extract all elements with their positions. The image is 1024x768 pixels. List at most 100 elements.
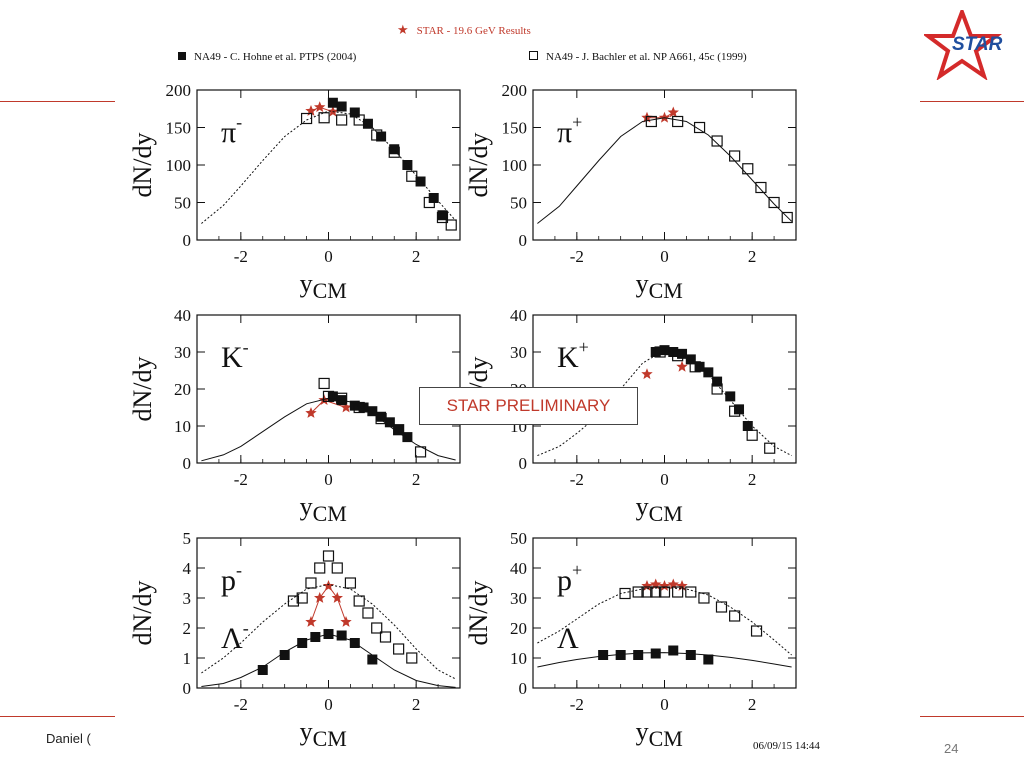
star-point	[331, 592, 343, 603]
particle-label: K-	[221, 337, 249, 374]
star-results-label: STAR - 19.6 GeV Results	[416, 25, 531, 37]
filled-square-point	[633, 650, 644, 660]
open-square-point	[729, 405, 741, 417]
open-square-point	[750, 625, 763, 637]
filled-square-point	[257, 665, 268, 675]
fit-curve-solid	[201, 633, 456, 688]
filled-square-point	[367, 406, 378, 417]
filled-square-icon	[178, 52, 186, 60]
legend-filled-label: NA49 - C. Hohne et al. PTPS (2004)	[194, 51, 357, 63]
open-square-point	[672, 586, 684, 598]
open-square-point	[393, 643, 405, 655]
y-tick-label: 20	[510, 619, 527, 638]
open-square-point	[693, 121, 706, 134]
open-square-point	[654, 346, 666, 358]
filled-square-point	[393, 424, 404, 435]
x-tick-label: -2	[234, 247, 248, 266]
fit-curve-solid	[201, 397, 456, 462]
y-tick-label: 10	[174, 417, 191, 436]
y-tick-label: 30	[510, 343, 527, 362]
open-square-point	[406, 170, 418, 182]
open-square-point	[755, 181, 767, 194]
y-axis-label: dN/dy	[128, 133, 157, 198]
y-tick-label: 4	[183, 559, 192, 578]
star-connector	[310, 585, 347, 623]
x-axis-label: yCM	[300, 492, 347, 526]
filled-square-point	[402, 160, 413, 170]
particle-label: π-	[221, 112, 242, 149]
star-logo-icon	[924, 10, 1002, 80]
top-divider-right	[920, 101, 1024, 102]
page-number: 24	[944, 741, 959, 756]
filled-square-point	[336, 101, 347, 112]
preliminary-box: STAR PRELIMINARY	[419, 387, 638, 425]
star-point	[641, 580, 653, 591]
open-square-icon	[529, 51, 538, 60]
open-square-point	[715, 601, 728, 613]
open-square-point	[353, 595, 365, 607]
star-point	[340, 401, 352, 413]
fit-curve-solid	[537, 652, 792, 668]
fit-curve-dotted	[537, 586, 792, 656]
open-square-point	[781, 211, 793, 224]
open-square-point	[296, 592, 308, 604]
y-tick-label: 0	[519, 454, 528, 473]
x-axis-label: yCM	[300, 717, 347, 751]
open-square-point	[685, 586, 697, 598]
open-square-point	[746, 429, 758, 441]
filled-square-point	[659, 345, 670, 356]
filled-square-point	[336, 630, 347, 641]
filled-square-point	[389, 144, 400, 155]
y-tick-label: 100	[166, 156, 192, 175]
open-square-point	[729, 150, 741, 162]
y-tick-label: 0	[519, 231, 528, 250]
open-square-point	[650, 586, 662, 598]
star-point	[676, 360, 688, 372]
x-tick-label: -2	[570, 695, 584, 714]
panel-1: -2 0 2 0 50 100 150 200 yCM dN/dy π-	[128, 81, 461, 303]
star-point	[305, 616, 317, 627]
x-axis-label: yCM	[636, 492, 683, 526]
fit-curve-dotted	[201, 583, 456, 680]
open-square-point	[406, 652, 418, 664]
particle-label: K+	[557, 337, 589, 374]
open-square-point	[388, 146, 400, 158]
filled-square-point	[279, 650, 290, 660]
particle-label: π+	[557, 112, 582, 149]
open-square-point	[318, 112, 330, 124]
x-tick-label: 2	[748, 247, 757, 266]
y-tick-label: 40	[510, 306, 527, 325]
x-tick-label: -2	[570, 470, 584, 489]
author-name: Daniel (	[46, 731, 91, 746]
open-square-point	[300, 112, 313, 125]
panel-5: -2 0 2 0 1 2 3 4 5 yCM dN/dy p- Λ-	[128, 529, 461, 751]
filled-square-point	[376, 411, 387, 422]
y-tick-label: 0	[183, 231, 192, 250]
star-point	[305, 407, 317, 418]
filled-square-point	[402, 432, 413, 443]
legend-filled-entry: NA49 - C. Hohne et al. PTPS (2004)	[178, 51, 356, 63]
y-tick-label: 20	[174, 380, 191, 399]
y-tick-label: 1	[183, 649, 192, 668]
x-tick-label: 2	[412, 247, 421, 266]
y-tick-label: 0	[183, 679, 192, 698]
fit-curve-dotted	[201, 110, 456, 224]
open-square-point	[698, 592, 710, 604]
fit-curve-dotted	[537, 349, 792, 457]
open-square-point	[353, 114, 365, 126]
open-square-point	[314, 562, 326, 574]
open-square-point	[645, 115, 657, 128]
y-tick-label: 100	[502, 156, 528, 175]
open-square-point	[331, 562, 343, 574]
particle-label-2: Λ	[557, 622, 579, 655]
rapidity-figure: ★ STAR - 19.6 GeV Results NA49 - C. Hohne…	[115, 10, 865, 768]
open-square-point	[445, 219, 457, 231]
open-square-point	[711, 135, 723, 147]
open-square-point	[672, 350, 684, 362]
filled-square-point	[367, 654, 378, 665]
star-point	[658, 111, 671, 123]
filled-square-point	[310, 632, 321, 642]
